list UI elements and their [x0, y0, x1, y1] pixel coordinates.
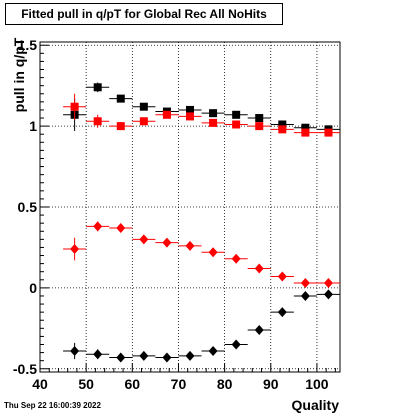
data-point-square	[93, 83, 102, 92]
data-point-diamond	[162, 237, 172, 248]
y-tick-label: 1	[29, 118, 37, 134]
y-tick-label: 0.5	[18, 199, 38, 215]
data-point-square	[324, 128, 333, 137]
data-point-diamond	[323, 278, 333, 289]
data-point-square	[232, 110, 241, 119]
data-point-diamond	[70, 345, 80, 356]
data-point-diamond	[208, 247, 218, 258]
data-point-diamond	[231, 339, 241, 350]
data-point-diamond	[300, 278, 310, 289]
data-point-square	[301, 123, 310, 132]
data-point-diamond	[139, 234, 149, 245]
y-tick-label: 0	[29, 280, 37, 296]
data-point-square	[255, 122, 264, 131]
chart-title: Fitted pull in q/pT for Global Rec All N…	[5, 3, 283, 25]
x-tick-label: 50	[78, 376, 94, 392]
x-tick-label: 70	[171, 376, 187, 392]
data-point-square	[278, 125, 287, 134]
data-point-square	[116, 94, 125, 103]
x-axis-label: Quality	[291, 397, 339, 413]
data-point-square	[139, 102, 148, 111]
data-point-diamond	[162, 352, 172, 363]
data-point-square	[186, 105, 194, 114]
y-tick-label: -0.5	[13, 361, 37, 377]
data-point-square	[232, 120, 241, 129]
y-tick-label: 1.5	[18, 37, 38, 53]
data-point-square	[70, 102, 79, 111]
data-point-diamond	[208, 345, 218, 356]
data-point-diamond	[323, 289, 333, 300]
data-point-diamond	[70, 244, 80, 255]
data-point-square	[301, 128, 310, 137]
data-point-diamond	[185, 350, 195, 361]
x-tick-label: 40	[32, 376, 48, 392]
data-point-diamond	[277, 307, 287, 318]
x-tick-label: 100	[305, 376, 329, 392]
data-point-square	[93, 117, 102, 126]
data-point-diamond	[139, 350, 149, 361]
data-point-diamond	[277, 271, 287, 282]
data-point-diamond	[254, 263, 264, 274]
data-point-diamond	[231, 253, 241, 264]
data-point-diamond	[116, 352, 126, 363]
data-point-square	[209, 109, 218, 118]
data-point-diamond	[93, 349, 103, 360]
data-point-square	[186, 112, 194, 121]
data-point-square	[209, 118, 218, 127]
data-point-diamond	[300, 290, 310, 301]
data-point-diamond	[254, 324, 264, 335]
data-point-square	[116, 122, 125, 131]
data-point-diamond	[185, 240, 195, 251]
x-tick-label: 60	[125, 376, 141, 392]
x-tick-label: 80	[217, 376, 233, 392]
x-tick-label: 90	[263, 376, 279, 392]
data-point-square	[255, 114, 264, 123]
data-point-square	[162, 110, 171, 119]
data-point-square	[278, 120, 287, 129]
timestamp: Thu Sep 22 16:00:39 2022	[4, 401, 101, 410]
data-point-diamond	[116, 223, 126, 234]
data-point-square	[139, 117, 148, 126]
data-point-diamond	[93, 221, 103, 232]
